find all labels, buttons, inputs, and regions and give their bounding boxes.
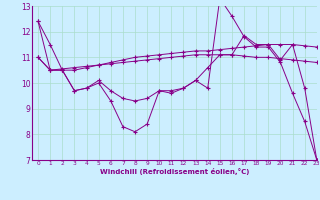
X-axis label: Windchill (Refroidissement éolien,°C): Windchill (Refroidissement éolien,°C) — [100, 168, 249, 175]
